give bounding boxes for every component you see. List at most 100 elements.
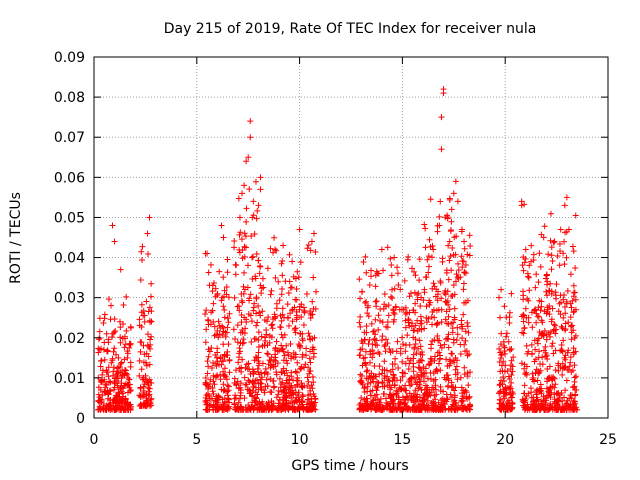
data-point xyxy=(147,345,154,352)
data-point xyxy=(360,406,367,413)
data-point xyxy=(562,320,569,327)
data-point xyxy=(498,286,505,293)
data-point xyxy=(441,341,448,348)
data-point xyxy=(411,344,418,351)
data-point xyxy=(408,290,415,297)
data-point xyxy=(461,269,468,276)
data-point xyxy=(209,282,216,289)
data-point xyxy=(148,333,155,340)
data-point xyxy=(520,402,527,409)
data-point xyxy=(277,312,284,319)
data-point xyxy=(421,396,428,403)
data-point xyxy=(235,354,242,361)
data-point xyxy=(372,341,379,348)
data-point xyxy=(125,406,132,413)
data-point xyxy=(391,254,398,261)
data-point xyxy=(423,314,430,321)
data-point xyxy=(258,369,265,376)
data-point xyxy=(126,344,133,351)
data-point xyxy=(267,358,274,365)
data-point xyxy=(279,305,286,312)
data-point xyxy=(141,318,148,325)
data-point xyxy=(425,263,432,270)
data-point xyxy=(508,345,515,352)
data-point xyxy=(119,393,126,400)
data-point xyxy=(118,404,125,411)
data-point xyxy=(522,246,529,253)
data-point xyxy=(527,385,534,392)
data-point xyxy=(111,345,118,352)
data-point xyxy=(563,377,570,384)
data-point xyxy=(110,368,117,375)
data-point xyxy=(428,345,435,352)
data-point xyxy=(96,403,103,410)
data-point xyxy=(307,348,314,355)
data-point xyxy=(561,202,568,209)
data-point xyxy=(147,379,154,386)
data-point xyxy=(554,252,561,259)
data-point xyxy=(361,384,368,391)
data-point xyxy=(404,256,411,263)
data-point xyxy=(139,243,146,250)
data-point xyxy=(421,221,428,228)
data-point xyxy=(102,381,109,388)
data-point xyxy=(257,174,264,181)
data-point xyxy=(459,264,466,271)
data-point xyxy=(464,323,471,330)
data-point xyxy=(257,312,264,319)
data-point xyxy=(203,307,210,314)
data-point xyxy=(224,388,231,395)
data-point xyxy=(286,278,293,285)
data-point xyxy=(521,390,528,397)
data-point xyxy=(250,304,257,311)
data-point xyxy=(548,290,555,297)
data-point xyxy=(216,322,223,329)
data-point xyxy=(462,348,469,355)
data-point xyxy=(520,330,527,337)
data-point xyxy=(452,178,459,185)
data-point xyxy=(399,373,406,380)
data-point xyxy=(391,310,398,317)
data-point xyxy=(404,355,411,362)
data-point xyxy=(448,226,455,233)
y-tick-label: 0.04 xyxy=(54,251,85,267)
data-point xyxy=(461,371,468,378)
data-point xyxy=(528,394,535,401)
data-point xyxy=(240,336,247,343)
data-point xyxy=(539,403,546,410)
data-point xyxy=(387,255,394,262)
data-point xyxy=(124,348,131,355)
data-point xyxy=(109,222,116,229)
y-tick-label: 0.02 xyxy=(54,331,85,347)
data-point xyxy=(99,367,106,374)
data-point xyxy=(252,275,259,282)
data-point xyxy=(407,395,414,402)
data-point xyxy=(258,285,265,292)
data-points xyxy=(95,86,580,413)
data-point xyxy=(310,402,317,409)
data-point xyxy=(445,382,452,389)
data-point xyxy=(424,256,431,263)
data-point xyxy=(255,336,262,343)
data-point xyxy=(138,309,145,316)
data-point xyxy=(526,287,533,294)
data-point xyxy=(276,375,283,382)
data-point xyxy=(529,350,536,357)
data-point xyxy=(210,378,217,385)
data-point xyxy=(453,363,460,370)
data-point xyxy=(438,114,445,121)
data-point xyxy=(412,399,419,406)
data-point xyxy=(207,395,214,402)
data-point xyxy=(223,398,230,405)
data-point xyxy=(453,337,460,344)
data-point xyxy=(241,269,248,276)
data-point xyxy=(562,401,569,408)
data-point xyxy=(367,348,374,355)
data-point xyxy=(303,291,310,298)
data-point xyxy=(423,405,430,412)
data-point xyxy=(124,354,131,361)
data-point xyxy=(263,331,270,338)
data-point xyxy=(436,213,443,220)
data-point xyxy=(213,331,220,338)
